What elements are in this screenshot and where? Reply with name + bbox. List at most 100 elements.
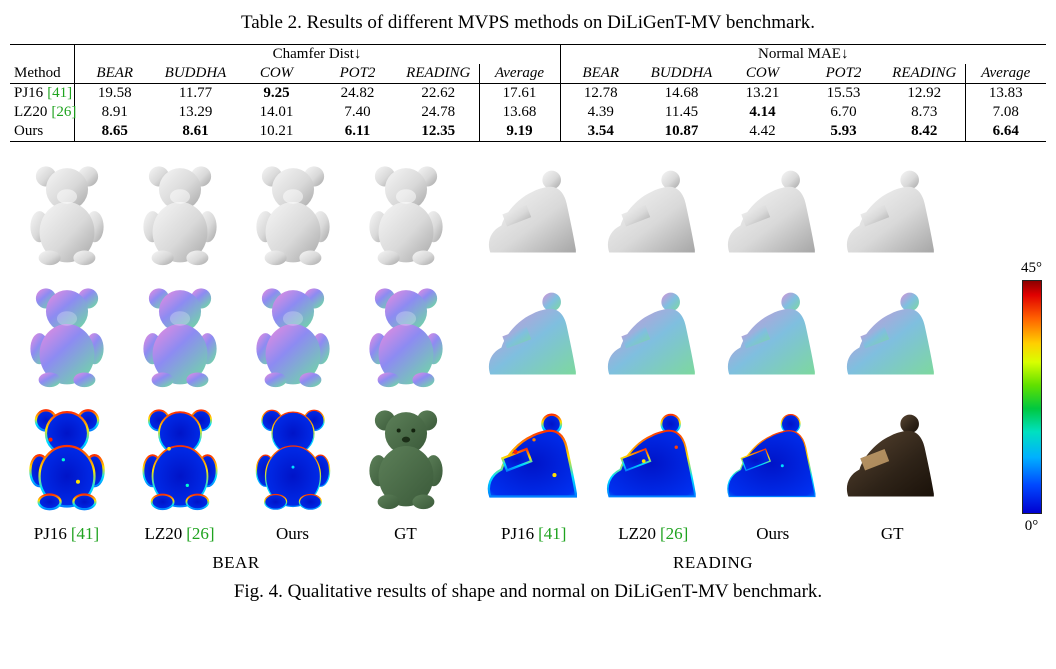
figure-caption: Fig. 4. Qualitative results of shape and…	[233, 581, 823, 602]
reading-normal-gt-image	[847, 292, 935, 375]
cell: 14.68	[664, 85, 699, 101]
col-header-buddha: BUDDHA	[155, 64, 236, 84]
method-name: GT	[880, 524, 904, 543]
cell: 8.73	[911, 104, 938, 120]
bear-shape-lz20-image	[142, 165, 217, 265]
bear-gt-mesh-image	[368, 409, 443, 509]
method-name: PJ16	[14, 85, 44, 101]
bear-column-labels: PJ16 [41] LZ20 [26] Ours GT	[10, 524, 462, 544]
cell-best: 5.93	[830, 123, 857, 139]
reading-error-pj16-image	[487, 413, 577, 498]
cell: 12.92	[907, 85, 942, 101]
colorbar-min-label: 0°	[1024, 518, 1039, 534]
cell-best: 8.61	[182, 123, 209, 139]
colorbar: 45° 0°	[1021, 258, 1042, 573]
citation: [26]	[186, 524, 215, 543]
col-header-bear: BEAR	[559, 64, 641, 84]
cell: 19.58	[73, 83, 155, 103]
corner-cell	[10, 45, 74, 65]
reading-error-lz20-image	[607, 413, 697, 498]
method-header: Method	[10, 64, 74, 84]
bear-normal-gt-image	[368, 287, 443, 387]
cell-average: 13.68	[478, 103, 560, 122]
col-header-cow: COW	[236, 64, 317, 84]
cell-average: 17.61	[478, 83, 560, 103]
column-label-lz20: LZ20 [26]	[123, 524, 236, 544]
col-header-buddha: BUDDHA	[641, 64, 722, 84]
cell: 4.39	[559, 103, 641, 122]
cell-average: 13.83	[964, 83, 1046, 103]
col-header-bear: BEAR	[73, 64, 155, 84]
method-name: Ours	[14, 123, 44, 139]
column-label-ours: Ours	[236, 524, 349, 544]
method-name: LZ20	[14, 104, 48, 120]
method-name: Ours	[756, 524, 790, 543]
reading-group-label: READING	[673, 553, 753, 572]
reading-shape-gt-image	[847, 170, 935, 253]
method-name: Ours	[275, 524, 310, 543]
cell-best: 10.87	[664, 123, 699, 139]
reading-normal-ours-image	[727, 292, 815, 375]
col-header-cow: COW	[722, 64, 803, 84]
method-cell: Ours	[10, 122, 74, 142]
reading-normal-lz20-image	[608, 292, 696, 375]
group-header-mae: Normal MAE↓	[559, 44, 1046, 64]
bear-error-ours-image	[255, 409, 330, 510]
column-label-pj16: PJ16 [41]	[10, 524, 123, 544]
cell: 14.01	[259, 104, 294, 120]
column-label-gt: GT	[833, 524, 953, 544]
cell: 4.42	[749, 123, 776, 139]
sub-header-row: Method BEAR BUDDHA COW POT2 READING Aver…	[10, 64, 1046, 84]
cell-average-best: 6.64	[964, 122, 1046, 142]
method-cell: PJ16 [41]	[10, 84, 74, 104]
colorbar-max-label: 45°	[1021, 260, 1042, 276]
group-header-chamfer: Chamfer Dist↓	[73, 44, 560, 64]
cell: 6.70	[830, 104, 857, 120]
reading-shape-ours-image	[727, 170, 815, 253]
citation: [26]	[51, 104, 77, 120]
paper-page: Table 2. Results of different MVPS metho…	[10, 12, 1046, 602]
bear-normal-ours-image	[255, 287, 330, 387]
bear-shape-pj16-image	[29, 165, 104, 265]
bear-normal-lz20-image	[142, 287, 217, 387]
cell: 10.21	[259, 123, 294, 139]
cell-best: 9.25	[263, 85, 290, 101]
cell: 15.53	[826, 85, 861, 101]
method-name: PJ16	[33, 524, 67, 543]
table-row-lz20: LZ20 [26] 8.91 13.29 14.01 7.40 24.78 13.…	[10, 103, 1046, 122]
col-header-reading: READING	[884, 64, 965, 84]
method-name: GT	[394, 524, 417, 543]
column-label-ours: Ours	[713, 524, 833, 544]
reading-normal-pj16-image	[488, 292, 576, 375]
reading-error-ours-image	[726, 413, 816, 498]
method-name: LZ20	[618, 524, 656, 543]
citation: [41]	[70, 524, 100, 543]
reading-image-grid	[474, 154, 952, 520]
cell-average: 7.08	[964, 103, 1046, 122]
cell: 24.82	[340, 85, 375, 101]
bear-group-label: BEAR	[212, 553, 260, 572]
cell: 8.91	[73, 103, 155, 122]
group-header-row: Chamfer Dist↓ Normal MAE↓	[10, 44, 1046, 65]
cell-best: 6.11	[344, 123, 371, 139]
figure-4: PJ16 [41] LZ20 [26] Ours GT BEAR	[10, 154, 1046, 573]
reading-column-labels: PJ16 [41] LZ20 [26] Ours GT	[474, 524, 952, 544]
bear-panel: PJ16 [41] LZ20 [26] Ours GT BEAR	[10, 154, 462, 573]
cell: 24.78	[421, 104, 456, 120]
cell-average-best: 9.19	[478, 122, 560, 142]
cell: 13.21	[745, 85, 780, 101]
cell-best: 8.65	[73, 122, 155, 142]
cell: 11.77	[178, 85, 213, 101]
table-row-pj16: PJ16 [41] 19.58 11.77 9.25 24.82 22.62 17…	[10, 83, 1046, 104]
bear-shape-gt-image	[368, 165, 443, 265]
column-label-pj16: PJ16 [41]	[474, 524, 594, 544]
reading-gt-photo-image	[847, 414, 935, 497]
cell-best: 12.35	[421, 123, 456, 139]
cell-best: 8.42	[911, 123, 938, 139]
results-table: Chamfer Dist↓ Normal MAE↓ Method BEAR BU…	[10, 44, 1046, 142]
cell: 11.45	[664, 104, 699, 120]
col-header-average: Average	[964, 64, 1046, 84]
column-label-lz20: LZ20 [26]	[594, 524, 714, 544]
bear-error-pj16-image	[28, 408, 105, 510]
cell: 22.62	[421, 85, 456, 101]
